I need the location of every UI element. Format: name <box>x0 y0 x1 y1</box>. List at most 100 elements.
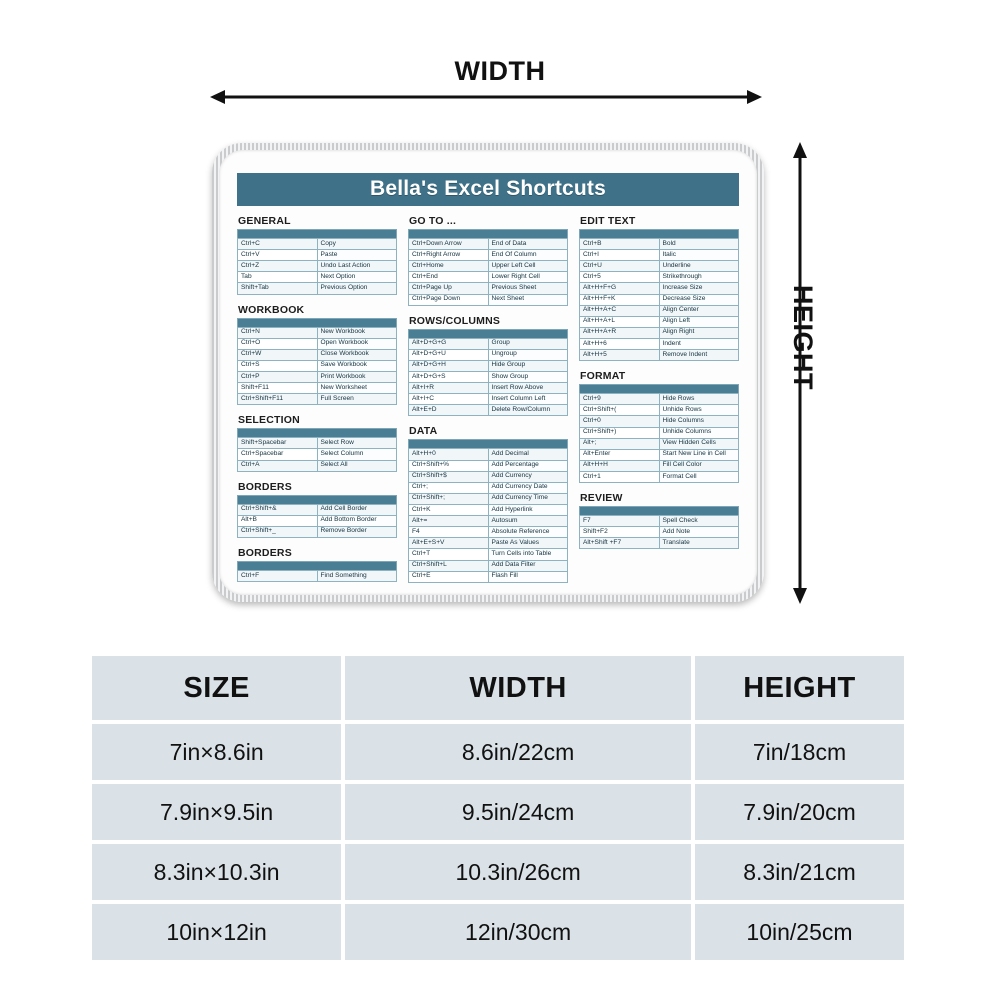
height-dimension-arrow <box>793 142 807 604</box>
shortcut-row: Ctrl+; Add Currency Date <box>408 481 568 494</box>
shortcut-description: Next Sheet <box>487 293 568 306</box>
shortcut-description: Add Data Filter <box>487 559 568 572</box>
shortcut-row: Ctrl+Shift+$ Add Currency <box>408 470 568 483</box>
shortcut-row: Alt+H+6 Indent <box>579 337 739 351</box>
shortcut-key: Ctrl+U <box>579 260 660 273</box>
shortcut-description: Upper Left Cell <box>487 260 568 273</box>
size-chart-cell: 7in/18cm <box>694 724 904 780</box>
shortcut-table-header <box>408 439 568 449</box>
shortcut-key: Ctrl+Shift+& <box>237 503 318 516</box>
shortcut-key: Ctrl+E <box>408 570 489 583</box>
shortcut-description: Next Option <box>316 271 397 284</box>
shortcut-table-header <box>579 229 739 239</box>
shortcut-row: Ctrl+Shift+) Unhide Columns <box>579 426 739 439</box>
shortcut-row: Alt+I+R Insert Row Above <box>408 382 568 395</box>
section-title: GO TO ... <box>409 215 457 227</box>
shortcut-description: Start New Line in Cell <box>658 448 739 461</box>
shortcut-key: Ctrl+A <box>237 459 318 472</box>
size-chart-row: 7in×8.6in 8.6in/22cm 7in/18cm <box>92 724 904 780</box>
shortcut-key: Ctrl+Shift+$ <box>408 470 489 483</box>
shortcut-key: Shift+F11 <box>237 382 318 395</box>
shortcut-description: Hide Columns <box>658 415 739 428</box>
size-chart-cell: 10in×12in <box>92 904 342 960</box>
shortcut-key: Ctrl+5 <box>579 271 660 284</box>
shortcut-row: Ctrl+End Lower Right Cell <box>408 271 568 284</box>
shortcut-description: Align Right <box>658 326 739 339</box>
shortcut-row: Alt+D+G+S Show Group <box>408 370 568 384</box>
shortcut-key: Ctrl+T <box>408 548 489 561</box>
shortcut-key: Alt+H+H <box>579 459 660 472</box>
shortcut-key: Ctrl+Page Up <box>408 282 489 295</box>
shortcut-key: Shift+Spacebar <box>237 437 318 450</box>
shortcut-key: Ctrl+O <box>237 337 318 350</box>
shortcut-description: Undo Last Action <box>316 260 397 273</box>
shortcut-key: Alt+E+S+V <box>408 537 489 550</box>
shortcut-row: Alt+; View Hidden Cells <box>579 437 739 450</box>
shortcut-key: Ctrl+0 <box>579 415 660 428</box>
shortcut-row: Alt+H+A+L Align Left <box>579 315 739 328</box>
shortcut-row: Alt+D+G+H Hide Group <box>408 359 568 372</box>
mousepad-product: Bella's Excel Shortcuts GENERAL Ctrl+C Cop… <box>212 143 764 602</box>
size-chart-cell: 9.5in/24cm <box>345 784 691 840</box>
shortcut-description: Previous Sheet <box>487 282 568 295</box>
shortcut-table-header <box>237 428 397 438</box>
shortcut-row: Ctrl+Shift+& Add Cell Border <box>237 503 397 516</box>
shortcut-row: Ctrl+Shift+L Add Data Filter <box>408 559 568 572</box>
shortcut-key: Shift+Tab <box>237 282 318 295</box>
shortcut-key: Ctrl+Shift+; <box>408 492 489 505</box>
shortcut-description: Add Currency <box>487 470 568 483</box>
shortcut-description: Insert Column Left <box>487 393 568 406</box>
shortcut-description: Print Workbook <box>316 370 397 384</box>
shortcut-row: Ctrl+V Paste <box>237 249 397 262</box>
shortcut-row: Alt+H+F+G Increase Size <box>579 282 739 295</box>
shortcut-key: Alt+H+A+R <box>579 326 660 339</box>
shortcut-key: Ctrl+Shift+L <box>408 559 489 572</box>
shortcut-row: Ctrl+P Print Workbook <box>237 370 397 384</box>
shortcut-key: Ctrl+Spacebar <box>237 448 318 461</box>
shortcut-description: Add Currency Date <box>487 481 568 494</box>
cheatsheet-column-1: GENERAL Ctrl+C Copy Ctrl+V Paste Ctrl+Z Undo L… <box>237 215 397 591</box>
shortcut-description: Decrease Size <box>658 293 739 306</box>
shortcut-table-header <box>237 318 397 328</box>
shortcut-row: Shift+Spacebar Select Row <box>237 437 397 450</box>
shortcut-description: Increase Size <box>658 282 739 295</box>
shortcut-row: Ctrl+C Copy <box>237 237 397 251</box>
cheatsheet-title: Bella's Excel Shortcuts <box>237 173 739 206</box>
shortcut-key: Ctrl+Shift+) <box>579 426 660 439</box>
shortcut-row: Ctrl+I Italic <box>579 249 739 262</box>
height-dimension-label: HEIGHT <box>788 285 818 391</box>
size-chart-row: 8.3in×10.3in 10.3in/26cm 8.3in/21cm <box>92 844 904 900</box>
shortcut-description: Unhide Columns <box>658 426 739 439</box>
shortcut-row: Ctrl+9 Hide Rows <box>579 393 739 406</box>
shortcut-description: Add Hyperlink <box>487 503 568 517</box>
shortcut-row: Alt+D+G+U Ungroup <box>408 348 568 361</box>
shortcut-table: Shift+Spacebar Select Row Ctrl+Spacebar Sel… <box>237 428 397 472</box>
shortcut-key: Ctrl+W <box>237 348 318 361</box>
shortcut-key: Alt+D+G+G <box>408 337 489 350</box>
shortcut-description: Align Left <box>658 315 739 328</box>
shortcut-row: Alt+D+G+G Group <box>408 337 568 350</box>
shortcut-key: Ctrl+Shift+_ <box>237 525 318 538</box>
shortcut-table-header <box>237 229 397 239</box>
shortcut-key: Tab <box>237 271 318 284</box>
shortcut-row: Ctrl+K Add Hyperlink <box>408 503 568 517</box>
shortcut-row: Ctrl+1 Format Cell <box>579 470 739 484</box>
shortcut-description: Full Screen <box>316 393 397 406</box>
shortcut-table: F7 Spell Check Shift+F2 Add Note Alt+Shift +… <box>579 506 739 550</box>
shortcut-row: Ctrl+U Underline <box>579 260 739 273</box>
shortcut-key: Alt+D+G+S <box>408 370 489 384</box>
shortcut-key: Alt+H+6 <box>579 337 660 351</box>
shortcut-description: Copy <box>316 237 397 251</box>
size-chart-cell: 10in/25cm <box>694 904 904 960</box>
shortcut-section: WORKBOOK Ctrl+N New Workbook Ctrl+O Open Wor… <box>237 304 397 406</box>
size-chart-cell: 7.9in×9.5in <box>92 784 342 840</box>
shortcut-key: Ctrl+Down Arrow <box>408 237 489 251</box>
shortcut-key: Ctrl+; <box>408 481 489 494</box>
shortcut-row: Ctrl+Shift+F11 Full Screen <box>237 393 397 406</box>
shortcut-row: Ctrl+Page Down Next Sheet <box>408 293 568 306</box>
shortcut-table: Ctrl+C Copy Ctrl+V Paste Ctrl+Z Undo Last Act… <box>237 229 397 295</box>
shortcut-row: Ctrl+5 Strikethrough <box>579 271 739 284</box>
shortcut-row: Ctrl+W Close Workbook <box>237 348 397 361</box>
shortcut-description: Bold <box>658 237 739 251</box>
shortcut-row: Ctrl+S Save Workbook <box>237 359 397 372</box>
